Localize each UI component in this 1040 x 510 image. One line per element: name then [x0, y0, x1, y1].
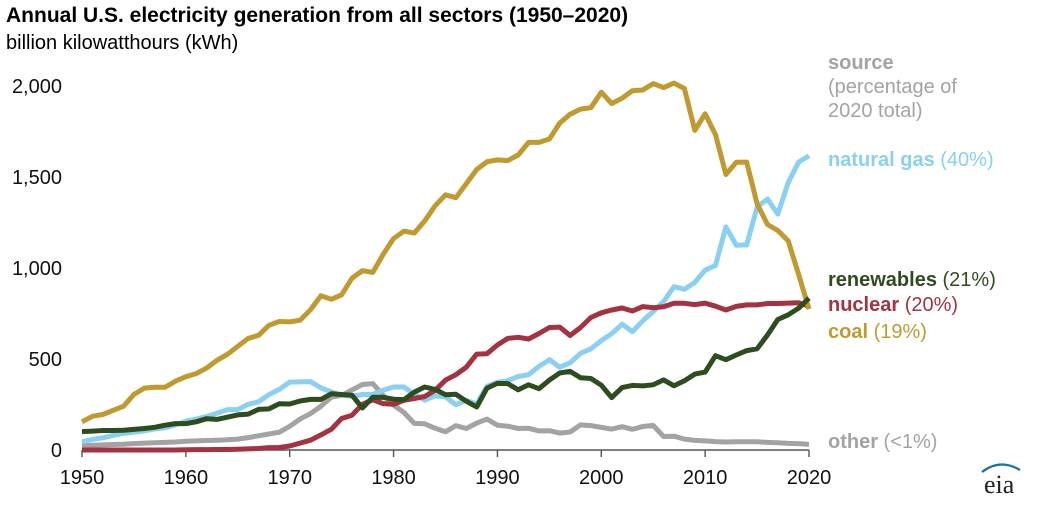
series-name: coal [828, 321, 868, 343]
x-tick-label: 2010 [683, 467, 728, 489]
source-label-line: source [828, 52, 894, 74]
series-share: (21%) [937, 269, 996, 291]
series-label-nuclear: nuclear (20%) [828, 294, 958, 316]
x-tick-label: 1950 [60, 467, 105, 489]
x-tick-label: 1960 [164, 467, 209, 489]
chart-title: Annual U.S. electricity generation from … [6, 4, 629, 27]
series-name: other [828, 431, 878, 453]
series-share: (20%) [899, 294, 958, 316]
source-label-line: (percentage of [828, 76, 957, 98]
series-label-other: other (<1%) [828, 431, 937, 453]
x-tick-label: 2020 [787, 467, 832, 489]
source-label-line: 2020 total) [828, 100, 923, 122]
series-name: nuclear [828, 294, 899, 316]
series-line-other [81, 381, 810, 448]
series-line-coal [80, 80, 812, 425]
x-tick-label: 2000 [579, 467, 624, 489]
series-share: (40%) [935, 149, 994, 171]
y-tick-label: 2,000 [12, 76, 62, 98]
x-tick-label: 1990 [475, 467, 520, 489]
series-name: renewables [828, 269, 937, 291]
x-axis: 1950 1960 1970 1980 1990 2000 2010 2020 [60, 449, 832, 489]
series-label-coal: coal (19%) [828, 321, 927, 343]
logo-text: eia [984, 470, 1015, 499]
series-share: (<1%) [878, 431, 937, 453]
x-tick-label: 1970 [267, 467, 312, 489]
series-line-renewables [81, 296, 811, 435]
chart-subtitle: billion kilowatthours (kWh) [6, 32, 239, 54]
eia-logo: eia [981, 463, 1021, 499]
series-share: (19%) [868, 321, 927, 343]
x-tick-label: 1980 [371, 467, 416, 489]
series-label-renewables: renewables (21%) [828, 269, 996, 291]
y-tick-label: 500 [29, 349, 62, 371]
series-label-natural-gas: natural gas (40%) [828, 149, 994, 171]
y-tick-label: 1,000 [12, 258, 62, 280]
series-line-nuclear [82, 300, 810, 453]
series-lines [80, 80, 812, 453]
y-tick-label: 0 [51, 440, 62, 462]
series-name: natural gas [828, 149, 935, 171]
y-axis: 0 500 1,000 1,500 2,000 [12, 76, 62, 462]
y-tick-label: 1,500 [12, 167, 62, 189]
series-line-natural-gas [81, 153, 811, 445]
